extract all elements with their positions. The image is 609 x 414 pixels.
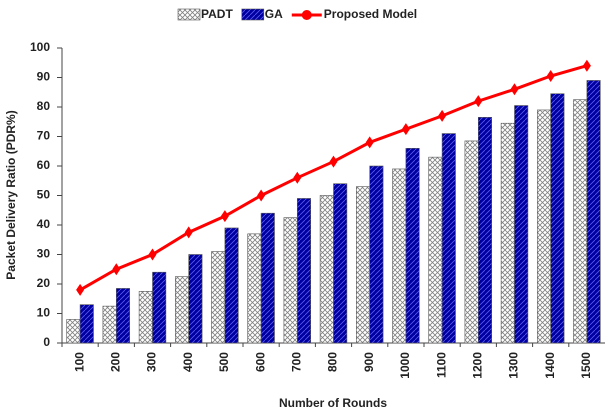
y-tick-label: 40 — [37, 217, 51, 231]
bar — [79, 304, 94, 344]
y-tick-label: 80 — [37, 99, 51, 113]
x-tick-label: 1000 — [398, 352, 412, 379]
bar — [428, 156, 443, 344]
x-tick-label: 600 — [253, 352, 267, 372]
bar — [319, 195, 334, 344]
y-tick-label: 0 — [43, 335, 50, 349]
x-tick-label: 100 — [72, 352, 86, 372]
x-tick-label: 1100 — [434, 352, 448, 378]
y-tick-label: 50 — [37, 188, 51, 202]
y-tick-label: 10 — [37, 306, 51, 320]
marker — [365, 136, 374, 149]
marker — [474, 95, 483, 108]
marker — [76, 283, 85, 296]
bar — [514, 105, 529, 344]
bar — [477, 117, 492, 344]
marker — [546, 70, 555, 83]
x-tick-label: 700 — [289, 352, 303, 372]
legend-marker — [301, 10, 312, 20]
bar — [260, 212, 275, 344]
marker — [293, 171, 302, 184]
legend-label: Proposed Model — [324, 7, 417, 21]
bar — [116, 288, 130, 344]
marker — [438, 109, 447, 122]
y-tick-label: 30 — [37, 247, 51, 261]
marker — [112, 263, 121, 276]
bar — [369, 165, 384, 344]
legend-label: GA — [265, 7, 283, 21]
bar — [66, 319, 81, 344]
bar — [464, 140, 479, 344]
marker — [257, 189, 266, 202]
y-tick-label: 60 — [37, 158, 51, 172]
bar — [550, 93, 565, 344]
bar — [188, 254, 203, 344]
x-tick-label: 900 — [362, 352, 376, 372]
bar — [296, 198, 311, 344]
marker — [582, 59, 591, 72]
x-tick-label: 1200 — [470, 352, 484, 379]
y-axis-label: Packet Delivery Ratio (PDR%) — [4, 110, 18, 279]
marker — [510, 83, 519, 96]
y-tick-label: 100 — [30, 40, 50, 54]
x-tick-label: 1400 — [543, 352, 557, 379]
bar — [441, 133, 456, 344]
bar — [356, 186, 370, 344]
marker — [184, 226, 193, 239]
bar — [224, 227, 239, 344]
bar — [405, 148, 420, 344]
bar — [392, 168, 407, 344]
bar — [573, 99, 588, 344]
y-tick-label: 90 — [37, 70, 51, 84]
bar — [211, 251, 226, 344]
x-tick-label: 500 — [217, 352, 231, 372]
bar — [247, 233, 262, 344]
x-axis-label: Number of Rounds — [279, 396, 387, 410]
x-tick-label: 200 — [108, 352, 122, 372]
marker — [148, 248, 157, 261]
x-tick-label: 400 — [181, 352, 195, 372]
y-tick-label: 70 — [37, 129, 51, 143]
y-tick-label: 20 — [37, 276, 51, 290]
x-tick-label: 1300 — [507, 352, 521, 379]
bar — [102, 305, 117, 344]
legend-swatch — [177, 8, 201, 21]
legend-label: PADT — [201, 7, 233, 21]
bar — [283, 217, 298, 344]
bar — [175, 276, 189, 344]
marker — [220, 210, 229, 223]
bar — [152, 271, 167, 344]
marker — [401, 123, 410, 136]
bar — [138, 291, 153, 344]
x-tick-label: 1500 — [579, 352, 593, 379]
bar — [500, 122, 515, 344]
x-tick-label: 300 — [145, 352, 159, 372]
bar — [537, 109, 552, 344]
legend-swatch — [241, 8, 265, 21]
bar — [586, 80, 601, 344]
x-tick-label: 800 — [326, 352, 340, 372]
marker — [329, 155, 338, 168]
bar — [333, 183, 348, 344]
